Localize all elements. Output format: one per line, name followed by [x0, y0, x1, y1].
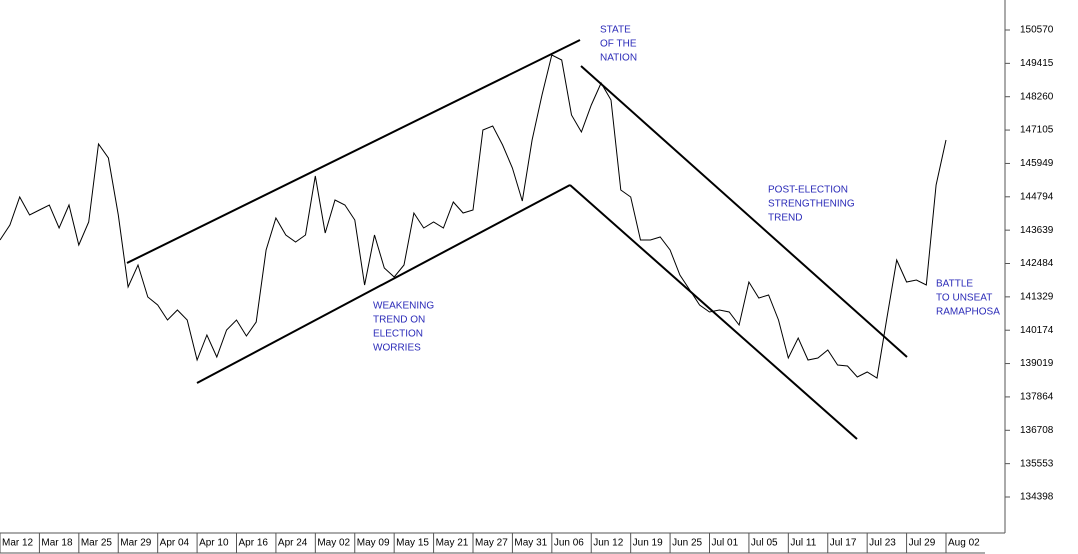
- trend-line: [126, 39, 581, 264]
- y-tick-label: 135553: [1020, 458, 1054, 469]
- x-tick-label: Jul 23: [869, 538, 896, 549]
- x-tick-label: Jul 11: [790, 538, 816, 549]
- annotation: NATION: [600, 53, 637, 64]
- x-tick-label: May 21: [436, 538, 469, 549]
- x-tick-label: Mar 12: [2, 538, 34, 549]
- trend-line: [196, 184, 571, 384]
- annotation: STATE: [600, 25, 631, 36]
- x-tick-label: Jun 25: [672, 538, 702, 549]
- y-tick-label: 149415: [1020, 58, 1054, 69]
- annotation: POST-ELECTION: [768, 185, 848, 196]
- y-tick-label: 142484: [1020, 258, 1054, 269]
- y-tick-label: 140174: [1020, 325, 1054, 336]
- x-tick-label: Apr 10: [199, 538, 229, 549]
- x-tick-label: May 09: [357, 538, 390, 549]
- x-tick-label: Apr 16: [239, 538, 269, 549]
- annotation: OF THE: [600, 39, 637, 50]
- annotation: TO UNSEAT: [936, 293, 992, 304]
- y-tick-label: 137864: [1020, 392, 1054, 403]
- x-tick-label: Jul 17: [830, 538, 857, 549]
- x-tick-label: Jun 12: [593, 538, 623, 549]
- trend-line: [580, 65, 908, 358]
- y-tick-label: 150570: [1020, 25, 1054, 36]
- x-tick-label: Jul 29: [909, 538, 936, 549]
- x-tick-label: Apr 24: [278, 538, 308, 549]
- annotation: WORRIES: [373, 343, 421, 354]
- x-tick-label: Mar 25: [81, 538, 113, 549]
- price-line: [0, 54, 947, 379]
- x-tick-label: Jul 01: [712, 538, 739, 549]
- y-tick-label: 145949: [1020, 158, 1054, 169]
- x-tick-label: Mar 18: [41, 538, 73, 549]
- y-tick-label: 134398: [1020, 492, 1054, 503]
- annotation: STRENGTHENING: [768, 199, 855, 210]
- x-tick-label: May 31: [514, 538, 547, 549]
- y-tick-label: 139019: [1020, 358, 1054, 369]
- annotation: ELECTION: [373, 329, 423, 340]
- x-tick-label: May 27: [475, 538, 508, 549]
- annotation: WEAKENING: [373, 301, 434, 312]
- x-tick-label: Apr 04: [160, 538, 190, 549]
- y-tick-label: 147105: [1020, 125, 1054, 136]
- annotation: TREND: [768, 213, 802, 224]
- x-tick-label: Jun 19: [633, 538, 663, 549]
- trend-line: [569, 184, 858, 440]
- x-tick-label: Jun 06: [554, 538, 584, 549]
- y-tick-label: 148260: [1020, 91, 1054, 102]
- x-tick-label: May 15: [396, 538, 429, 549]
- annotation: RAMAPHOSA: [936, 307, 1000, 318]
- annotation: BATTLE: [936, 279, 973, 290]
- y-tick-label: 143639: [1020, 225, 1054, 236]
- x-tick-label: Jul 05: [751, 538, 778, 549]
- y-tick-label: 136708: [1020, 425, 1054, 436]
- annotation: TREND ON: [373, 315, 425, 326]
- y-tick-label: 144794: [1020, 191, 1054, 202]
- x-tick-label: May 02: [317, 538, 350, 549]
- x-tick-label: Mar 29: [120, 538, 152, 549]
- y-tick-label: 141329: [1020, 291, 1054, 302]
- x-tick-label: Aug 02: [948, 538, 980, 549]
